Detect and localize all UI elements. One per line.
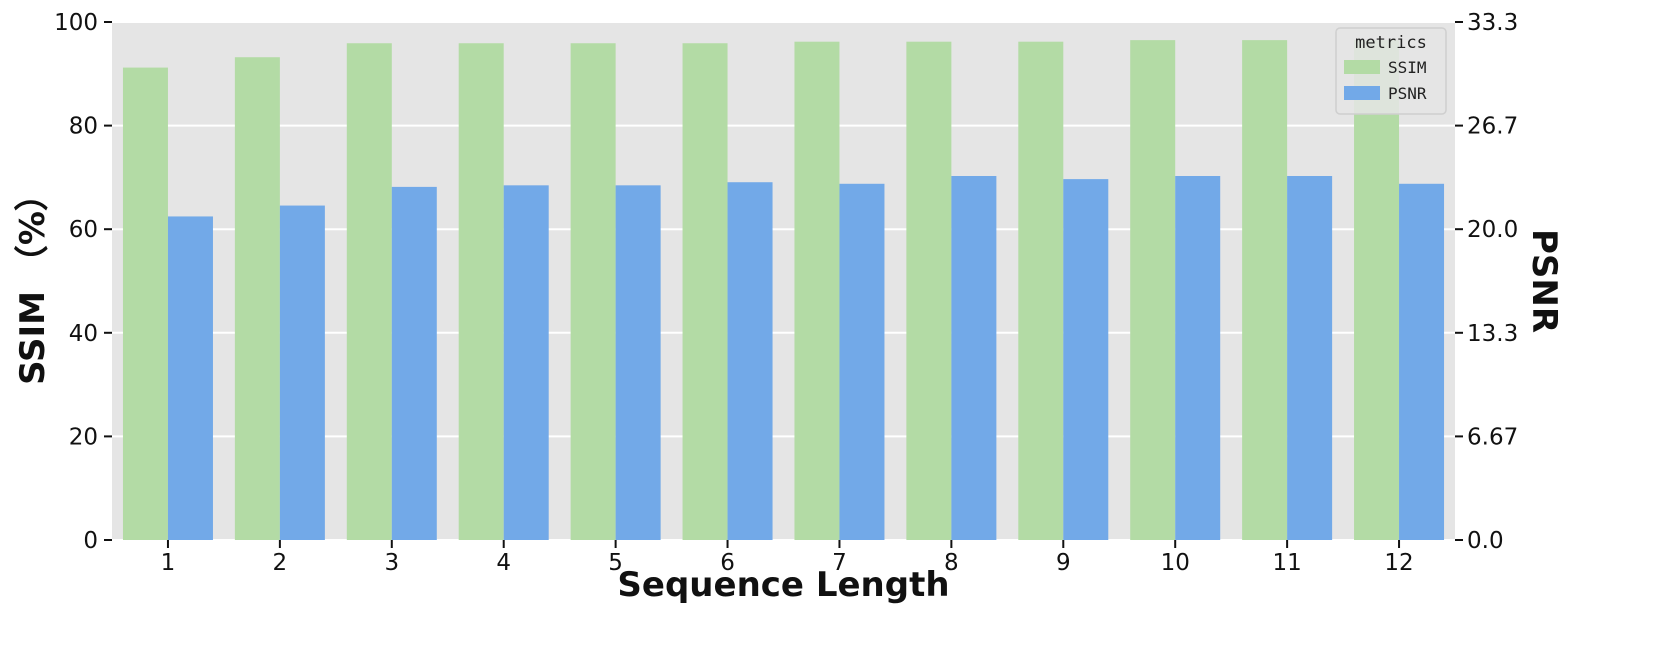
bar-psnr-6 bbox=[727, 182, 773, 540]
x-tick-label: 7 bbox=[832, 550, 847, 576]
bar-psnr-9 bbox=[1063, 179, 1109, 540]
bar-psnr-1 bbox=[167, 216, 213, 540]
x-tick-label: 10 bbox=[1161, 550, 1190, 576]
bar-psnr-12 bbox=[1399, 183, 1445, 540]
legend-label-ssim: SSIM bbox=[1388, 58, 1427, 77]
x-tick-label: 12 bbox=[1384, 550, 1413, 576]
x-tick-label: 5 bbox=[608, 550, 623, 576]
y-axis-title-right: PSNR bbox=[1524, 229, 1564, 333]
right-tick-label: 33.3 bbox=[1467, 10, 1518, 36]
right-tick-label: 26.7 bbox=[1467, 114, 1518, 140]
left-tick-label: 60 bbox=[69, 217, 98, 243]
legend-label-psnr: PSNR bbox=[1388, 84, 1427, 103]
x-tick-label: 2 bbox=[273, 550, 288, 576]
bar-ssim-7 bbox=[794, 41, 840, 541]
bar-psnr-11 bbox=[1287, 176, 1333, 540]
bar-psnr-3 bbox=[391, 186, 437, 540]
bar-psnr-8 bbox=[951, 176, 997, 540]
left-tick-label: 40 bbox=[69, 321, 98, 347]
bar-ssim-6 bbox=[682, 43, 728, 540]
bar-ssim-10 bbox=[1130, 40, 1176, 540]
right-axis-ticks: 0.0 6.67 13.3 20.0 26.7 33.3 bbox=[1455, 10, 1518, 554]
x-axis-title: Sequence Length bbox=[617, 565, 949, 605]
bar-ssim-1 bbox=[122, 67, 168, 541]
x-tick-label: 1 bbox=[161, 550, 176, 576]
bar-psnr-10 bbox=[1175, 176, 1221, 540]
right-tick-label: 0.0 bbox=[1467, 528, 1504, 554]
bar-ssim-11 bbox=[1242, 40, 1288, 540]
left-tick-label: 20 bbox=[69, 424, 98, 450]
right-tick-label: 20.0 bbox=[1467, 217, 1518, 243]
bar-ssim-4 bbox=[458, 43, 504, 540]
x-axis-ticks: 1 2 3 4 5 6 7 8 9 10 11 12 bbox=[161, 540, 1414, 576]
legend-swatch-psnr bbox=[1344, 86, 1380, 100]
y-axis-title-left: SSIM （%） bbox=[13, 177, 53, 385]
bar-psnr-5 bbox=[615, 185, 661, 541]
x-tick-label: 8 bbox=[944, 550, 959, 576]
bar-ssim-3 bbox=[346, 43, 392, 540]
bar-psnr-2 bbox=[279, 205, 325, 541]
legend-swatch-ssim bbox=[1344, 60, 1380, 74]
gridlines bbox=[112, 21, 1455, 541]
right-tick-label: 13.3 bbox=[1467, 321, 1518, 347]
left-tick-label: 0 bbox=[83, 528, 98, 554]
left-tick-label: 80 bbox=[69, 114, 98, 140]
right-tick-label: 6.67 bbox=[1467, 424, 1518, 450]
x-tick-label: 4 bbox=[496, 550, 511, 576]
legend-title: metrics bbox=[1355, 33, 1427, 53]
x-tick-label: 6 bbox=[720, 550, 735, 576]
x-tick-label: 11 bbox=[1272, 550, 1301, 576]
bar-ssim-2 bbox=[234, 57, 280, 540]
legend: metrics SSIM PSNR bbox=[1335, 27, 1447, 115]
left-tick-label: 100 bbox=[54, 10, 98, 36]
bar-psnr-7 bbox=[839, 183, 885, 540]
bar-ssim-9 bbox=[1018, 41, 1064, 541]
x-tick-label: 9 bbox=[1056, 550, 1071, 576]
bar-ssim-8 bbox=[906, 41, 952, 541]
plot-background bbox=[112, 22, 1455, 540]
bar-ssim-5 bbox=[570, 43, 616, 540]
left-axis-ticks: 0 20 40 60 80 100 bbox=[54, 10, 112, 554]
bar-ssim-12 bbox=[1354, 40, 1400, 540]
bar-psnr-4 bbox=[503, 185, 549, 541]
bars bbox=[122, 40, 1445, 541]
x-tick-label: 3 bbox=[384, 550, 399, 576]
